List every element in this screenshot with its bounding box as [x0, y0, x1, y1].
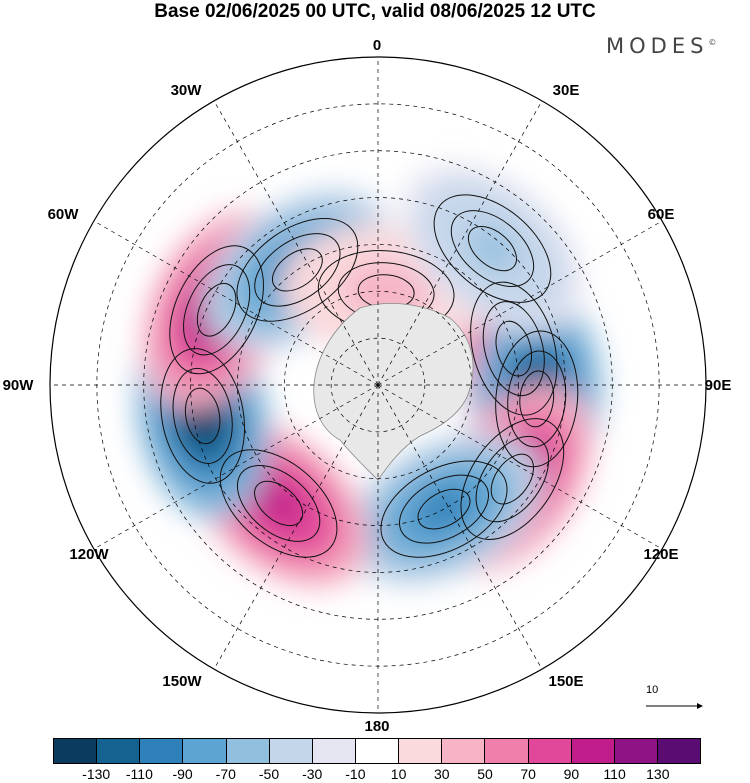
colorbar-tick-label: 110	[603, 766, 626, 782]
streamline	[184, 387, 221, 445]
meridian-line	[377, 100, 543, 386]
colorbar-tick-label: 70	[520, 766, 536, 782]
streamline	[475, 435, 550, 523]
meridian-line	[377, 384, 663, 550]
streamline	[482, 301, 545, 397]
colorbar-swatch	[355, 739, 400, 763]
longitude-label: 120W	[69, 546, 109, 563]
colorbar-swatch	[528, 739, 572, 763]
streamline	[183, 264, 251, 356]
longitude-label: 60E	[647, 206, 675, 223]
map-title: Base 02/06/2025 00 UTC, valid 08/06/2025…	[154, 1, 596, 22]
colorbar-tick-label: 50	[477, 766, 493, 782]
copyright-mark: ©	[708, 38, 717, 47]
colorbar-swatch	[657, 739, 701, 763]
map-boundary	[49, 56, 707, 714]
colorbar-tick-label: 130	[646, 766, 670, 782]
streamline	[254, 480, 304, 527]
streamline	[519, 370, 555, 428]
longitude-label: 180	[364, 718, 390, 735]
colorbar-swatch	[312, 739, 356, 763]
modes-logo: MODES©	[606, 34, 716, 58]
colorbar-tick-label: -110	[125, 766, 153, 782]
colorbar-swatch	[399, 739, 443, 763]
meridian-line	[377, 220, 663, 386]
meridian-line	[93, 384, 379, 550]
streamline	[495, 320, 533, 377]
colorbar-tick-label: -70	[215, 766, 236, 782]
streamline	[236, 217, 359, 322]
colorbar-tick-label: 10	[390, 766, 407, 782]
streamline	[219, 449, 338, 558]
colorbar-swatch	[183, 739, 227, 763]
colorbar-tick-label: -30	[302, 766, 323, 782]
streamline	[450, 210, 535, 288]
longitude-label: 150E	[548, 673, 584, 690]
colorbar-swatch	[485, 739, 529, 763]
streamline	[271, 248, 323, 292]
longitude-label: 120E	[643, 546, 679, 563]
colorbar-tick-label: -130	[82, 766, 111, 782]
streamline	[236, 465, 321, 542]
streamline	[196, 282, 237, 337]
longitude-label: 60W	[47, 206, 79, 223]
latitude-circle	[330, 337, 426, 433]
meridian-line	[377, 384, 543, 670]
meridian-line	[213, 384, 379, 670]
latitude-circle	[237, 244, 519, 526]
meridian-line	[213, 100, 379, 386]
streamline	[254, 233, 341, 307]
meridian-line	[93, 220, 379, 386]
longitude-label: 90W	[2, 377, 34, 394]
colorbar-swatch	[442, 739, 486, 763]
colorbar-tick-label: 90	[563, 766, 580, 782]
streamline	[470, 281, 558, 416]
longitude-label: 90E	[704, 377, 732, 394]
latitude-circle	[283, 290, 473, 480]
brand-text: MODES	[606, 34, 709, 58]
streamline	[399, 474, 489, 544]
colorbar	[53, 738, 701, 764]
colorbar-swatch	[571, 739, 615, 763]
streamline	[467, 225, 517, 272]
colorbar-swatch	[97, 739, 141, 763]
streamline	[417, 488, 471, 530]
streamline	[172, 367, 233, 464]
vector-scale-label: 10	[646, 684, 659, 696]
streamline	[507, 350, 567, 448]
colorbar-tick-label: 30	[434, 766, 450, 782]
colorbar-tick-label: -50	[258, 766, 280, 782]
colorbar-swatch	[226, 739, 270, 763]
streamline	[380, 460, 508, 558]
colorbar-swatch	[614, 739, 658, 763]
streamline	[169, 245, 264, 375]
longitude-label: 30E	[552, 82, 580, 99]
longitude-label: 30W	[170, 82, 202, 99]
streamline	[433, 194, 552, 303]
colorbar-swatch	[54, 739, 98, 763]
longitude-label: 0	[372, 37, 382, 54]
colorbar-swatch	[140, 739, 184, 763]
longitude-label: 150W	[162, 673, 202, 690]
streamline	[460, 418, 565, 540]
colorbar-tick-label: -10	[345, 766, 366, 782]
streamline	[495, 330, 579, 468]
colorbar-tick-label: -90	[172, 766, 193, 782]
colorbar-ticks: -130 -110 -90 -70 -50 -30 -10 10 30 50 70 90 110 130	[53, 766, 701, 783]
colorbar-swatch	[269, 739, 313, 763]
